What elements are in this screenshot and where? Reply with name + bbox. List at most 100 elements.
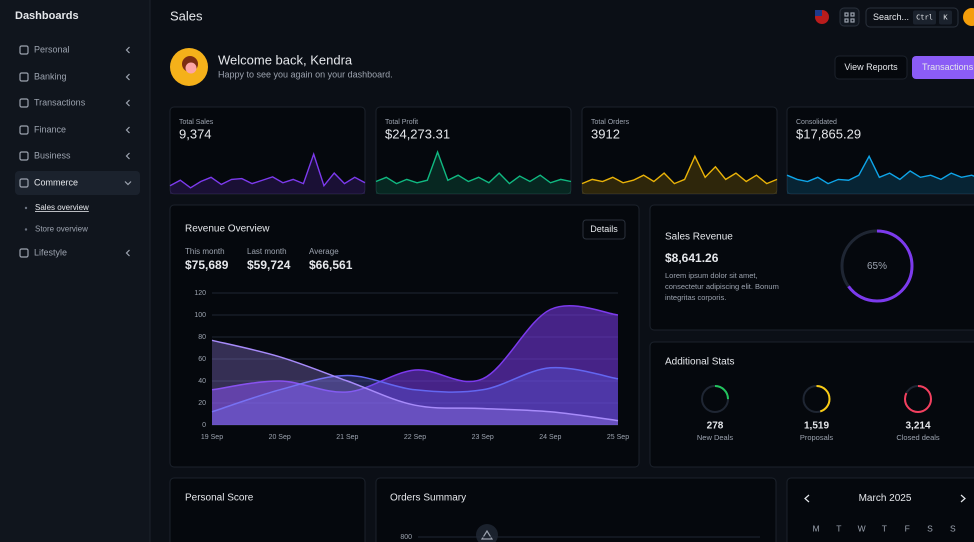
nav-item[interactable]: Banking (34, 71, 67, 81)
weekday: F (905, 523, 910, 533)
next-month[interactable] (960, 494, 966, 503)
nav-subitem[interactable]: Sales overview (35, 203, 89, 212)
user-avatar[interactable] (963, 8, 974, 26)
stat-value: 278 (707, 421, 724, 432)
card-title: Personal Score (185, 493, 254, 504)
nav-icon (19, 125, 29, 135)
card-title: Additional Stats (665, 357, 735, 368)
personal-score-card (169, 477, 366, 542)
nav-icon (19, 151, 29, 161)
nav-chevron (125, 46, 130, 54)
kpi-value: 9,374 (179, 126, 212, 141)
nav-item[interactable]: Finance (34, 124, 66, 134)
area-line (211, 339, 619, 422)
sparkline-area (787, 156, 974, 194)
card-title: Sales Revenue (665, 232, 733, 243)
x-tick-label: 25 Sep (607, 434, 629, 441)
x-tick-label: 19 Sep (201, 434, 223, 441)
calendar-card (786, 477, 974, 542)
nav-item[interactable]: Personal (34, 44, 70, 54)
kpi-label: Total Orders (591, 119, 630, 126)
avatar-skin (185, 62, 197, 74)
sidebar (0, 0, 150, 542)
page-title: Sales (170, 8, 203, 23)
kpi-card (169, 106, 366, 195)
nav-chevron (125, 73, 130, 81)
nav-chevron (125, 152, 130, 160)
welcome-title: Welcome back, Kendra (218, 52, 353, 67)
nav-item[interactable]: Lifestyle (34, 247, 67, 257)
area-fill (212, 305, 618, 425)
active-item-bg (15, 171, 140, 195)
area-fill (212, 367, 618, 425)
description-line: consectetur adipiscing elit. Bonum (665, 282, 779, 291)
apps-icon (850, 12, 855, 17)
sidebar-title: Dashboards (15, 10, 79, 22)
weekday: T (836, 523, 841, 533)
calendar-title: March 2025 (859, 493, 912, 504)
button-label: View Reports (844, 62, 898, 72)
nav-item[interactable]: Commerce (34, 177, 78, 187)
summary-label: Average (309, 247, 339, 256)
nav-icon (19, 248, 29, 258)
key (939, 10, 952, 25)
transactions-button[interactable] (912, 56, 974, 79)
marker-glyph (480, 529, 494, 540)
stats-card (649, 341, 974, 468)
kpi-value: $17,865.29 (796, 126, 861, 141)
summary-label: This month (185, 247, 225, 256)
search-placeholder: Search... (873, 12, 909, 22)
progress-label: 65% (867, 261, 887, 272)
stat-value: 3,214 (905, 421, 930, 432)
nav-chevron (125, 249, 130, 257)
x-tick-label: 23 Sep (472, 434, 494, 441)
stat-label: New Deals (697, 433, 734, 442)
ring-progress (701, 385, 729, 413)
y-tick-label: 60 (198, 356, 206, 363)
ring-progress (904, 385, 932, 413)
nav-subitem[interactable]: Store overview (35, 225, 88, 234)
stat-label: Proposals (800, 433, 834, 442)
nav-chevron (124, 181, 132, 186)
nav-item[interactable]: Transactions (34, 97, 86, 107)
weekday: W (858, 523, 866, 533)
nav-item[interactable]: Business (34, 150, 71, 160)
nav-chevron (125, 126, 130, 134)
sparkline-area (582, 156, 777, 194)
sales-revenue-card (649, 204, 974, 331)
weekday: S (950, 523, 956, 533)
kpi-label: Total Sales (179, 119, 214, 126)
y-tick-label: 80 (198, 334, 206, 341)
nav-bullet (24, 228, 28, 231)
area-line (211, 366, 619, 413)
y-tick-label: 120 (194, 290, 206, 297)
view-reports-button[interactable] (834, 55, 908, 80)
x-tick-label: 22 Sep (404, 434, 426, 441)
details-button[interactable] (582, 219, 626, 240)
kpi-card (786, 106, 974, 195)
weekday: T (882, 523, 887, 533)
nav-chevron (125, 99, 130, 107)
y-tick-label: 20 (198, 400, 206, 407)
summary-value: $75,689 (185, 258, 229, 272)
summary-value: $59,724 (247, 258, 291, 272)
stat-value: 1,519 (804, 421, 829, 432)
sparkline (375, 150, 572, 185)
ring-progress (840, 229, 914, 303)
prev-month[interactable] (804, 494, 810, 503)
card-title: Revenue Overview (185, 224, 270, 235)
chart-marker-icon (476, 524, 498, 542)
nav-icon (19, 178, 29, 188)
sparkline (169, 152, 366, 189)
key-label: Ctrl (916, 14, 933, 22)
sparkline (581, 154, 778, 185)
y-tick-label: 800 (400, 534, 412, 541)
x-tick-label: 21 Sep (336, 434, 358, 441)
description-line: Lorem ipsum dolor sit amet, (665, 271, 758, 280)
sparkline-area (376, 152, 571, 194)
stat-label: Closed deals (896, 433, 940, 442)
sparkline (786, 154, 974, 185)
kpi-label: Consolidated (796, 119, 837, 126)
nav-icon (19, 72, 29, 82)
apps-button[interactable] (839, 7, 860, 27)
